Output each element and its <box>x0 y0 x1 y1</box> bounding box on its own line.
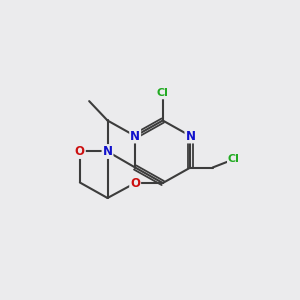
Text: O: O <box>130 176 140 190</box>
Text: N: N <box>130 130 140 142</box>
Text: Cl: Cl <box>228 154 240 164</box>
Text: Cl: Cl <box>157 88 169 98</box>
Text: O: O <box>75 145 85 158</box>
Text: N: N <box>103 145 112 158</box>
Text: N: N <box>185 130 195 142</box>
